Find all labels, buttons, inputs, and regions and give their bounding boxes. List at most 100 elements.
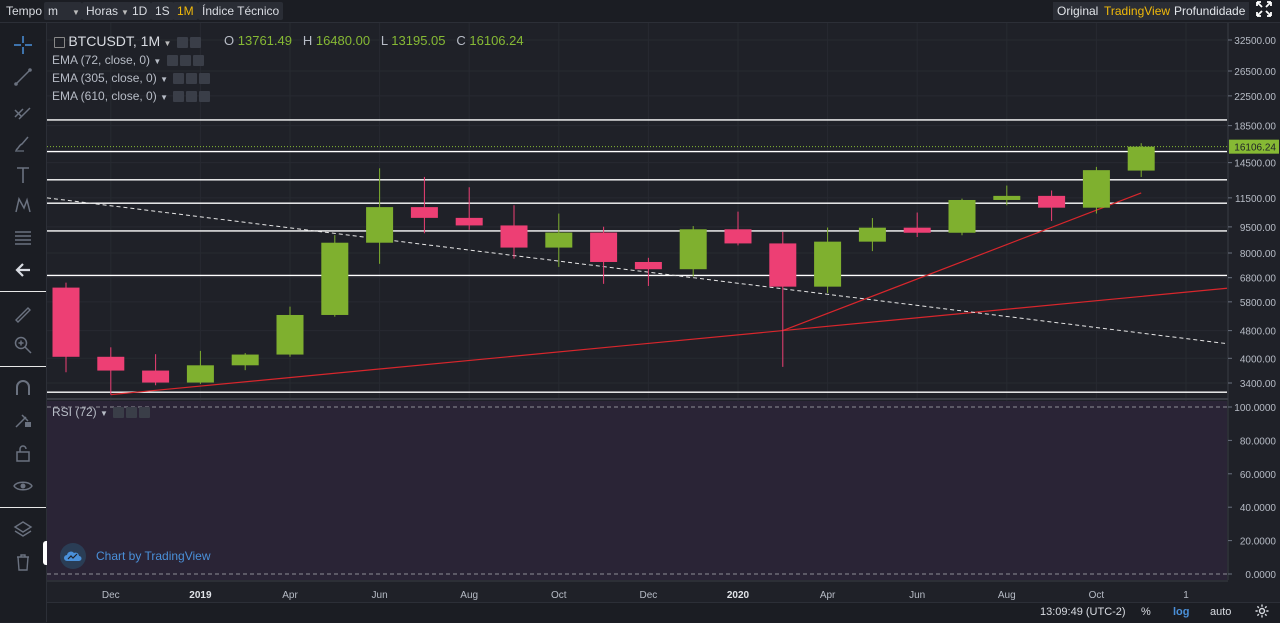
candle-body xyxy=(97,356,125,371)
gear-icon[interactable] xyxy=(1255,604,1269,621)
time-tick-label: Apr xyxy=(282,590,298,601)
rsi-tick-label: 20.0000 xyxy=(1240,537,1277,548)
view-tradingview-button[interactable]: TradingView xyxy=(1100,2,1175,20)
interval-value: m xyxy=(48,4,58,18)
trash-icon[interactable] xyxy=(11,550,35,574)
candle-body xyxy=(231,354,259,366)
tempo-label: Tempo xyxy=(6,4,43,18)
timeframe-1s-button[interactable]: 1S xyxy=(151,2,174,20)
timeframe-1m-button[interactable]: 1M xyxy=(173,2,198,20)
zoom-icon[interactable] xyxy=(11,333,35,357)
candle xyxy=(321,235,349,317)
hours-dropdown[interactable]: Horas ▼ xyxy=(82,2,133,20)
ruler-icon[interactable] xyxy=(11,303,35,327)
chevron-down-icon[interactable]: ▼ xyxy=(163,39,172,48)
close-label: C xyxy=(456,33,466,48)
candle xyxy=(276,306,304,357)
rsi-legend[interactable]: RSI (72) ▼ xyxy=(52,405,151,419)
visibility-icon[interactable] xyxy=(173,91,185,103)
arrow-left-icon[interactable] xyxy=(11,258,35,282)
fib-icon[interactable] xyxy=(11,226,35,250)
candle xyxy=(231,353,259,371)
chevron-down-icon[interactable]: ▼ xyxy=(153,57,162,66)
ohlc-readout: O 13761.49 H 16480.00 L 13195.05 C 16106… xyxy=(224,33,524,48)
settings-icon[interactable] xyxy=(189,37,201,49)
log-scale-button[interactable]: log xyxy=(1173,606,1190,618)
candle-body xyxy=(1038,195,1066,208)
settings-icon[interactable] xyxy=(186,91,198,103)
magnet-icon[interactable] xyxy=(11,376,35,400)
price-tick-label: 14500.00 xyxy=(1234,159,1276,170)
price-tick-label: 5800.00 xyxy=(1240,298,1277,309)
candle xyxy=(455,187,483,230)
tradingview-watermark[interactable]: Chart by TradingView xyxy=(60,543,211,569)
candle xyxy=(545,213,573,267)
indicators-button[interactable]: Índice Técnico xyxy=(198,2,284,20)
settings-icon[interactable] xyxy=(179,55,191,67)
ema2-label: EMA (305, close, 0) xyxy=(52,71,157,85)
price-axis: 32500.00 26500.00 22500.00 18500.00 14500.00… xyxy=(1227,23,1280,581)
cloud-chart-icon xyxy=(60,543,86,569)
symbol-legend: BTCUSDT, 1M ▼ xyxy=(52,33,201,49)
close-icon[interactable] xyxy=(192,55,204,67)
ema-legend-2[interactable]: EMA (305, close, 0) ▼ xyxy=(52,71,211,85)
bottom-bar: 13:09:49 (UTC-2) % log auto xyxy=(47,602,1280,623)
time-tick-label: Jun xyxy=(372,590,388,601)
clock-readout: 13:09:49 (UTC-2) xyxy=(1040,606,1126,618)
chevron-down-icon[interactable]: ▼ xyxy=(160,75,168,84)
layers-icon[interactable] xyxy=(11,517,35,541)
chevron-down-icon[interactable]: ▼ xyxy=(100,409,108,418)
toolbar-collapse-handle[interactable] xyxy=(43,541,50,565)
rsi-tick-label: 0.0000 xyxy=(1245,570,1276,581)
ema-legend-1[interactable]: EMA (72, close, 0) ▼ xyxy=(52,53,204,67)
toolbar-divider xyxy=(0,507,46,508)
timeframe-1d-button[interactable]: 1D xyxy=(128,2,152,20)
chevron-down-icon[interactable]: ▼ xyxy=(160,93,168,102)
symbol-label[interactable]: BTCUSDT, 1M xyxy=(68,33,161,49)
unlock-icon[interactable] xyxy=(11,441,35,465)
percent-scale-button[interactable]: % xyxy=(1141,606,1151,618)
visibility-icon[interactable] xyxy=(173,73,185,85)
candle xyxy=(590,226,618,284)
auto-scale-button[interactable]: auto xyxy=(1210,606,1232,618)
interval-select[interactable]: m ▼ xyxy=(44,2,82,20)
ema-legend-3[interactable]: EMA (610, close, 0) ▼ xyxy=(52,89,211,103)
candle xyxy=(858,218,886,252)
brush-icon[interactable] xyxy=(11,131,35,155)
candle xyxy=(948,198,976,236)
candle-body xyxy=(455,217,483,226)
view-original-button[interactable]: Original xyxy=(1053,2,1103,20)
close-icon[interactable] xyxy=(199,91,211,103)
time-tick-label: Jun xyxy=(909,590,925,601)
visibility-icon[interactable] xyxy=(113,407,125,419)
low-value: 13195.05 xyxy=(391,33,446,48)
settings-icon[interactable] xyxy=(126,407,138,419)
lock-drawing-icon[interactable] xyxy=(11,408,35,432)
fullscreen-icon[interactable] xyxy=(1252,1,1276,19)
trendline-icon[interactable] xyxy=(11,65,35,89)
candle xyxy=(142,354,170,386)
view-depth-button[interactable]: Profundidade xyxy=(1170,2,1250,20)
candle-body xyxy=(52,287,80,357)
settings-icon[interactable] xyxy=(186,73,198,85)
time-tick-label: Dec xyxy=(102,590,120,601)
price-tick-label: 26500.00 xyxy=(1234,67,1276,78)
close-icon[interactable] xyxy=(139,407,151,419)
text-icon[interactable] xyxy=(11,163,35,187)
candle-body xyxy=(545,232,573,248)
price-tick-label: 3400.00 xyxy=(1240,379,1277,390)
high-label: H xyxy=(302,33,313,48)
candle-body xyxy=(142,370,170,383)
eye-icon[interactable] xyxy=(11,474,35,498)
visibility-icon[interactable] xyxy=(166,55,178,67)
candle-body xyxy=(366,207,394,243)
open-label: O xyxy=(224,33,235,48)
pitchfork-icon[interactable] xyxy=(11,99,35,123)
candle-body xyxy=(814,241,842,287)
pattern-icon[interactable] xyxy=(11,193,35,217)
trendline-long xyxy=(110,287,1228,396)
close-icon[interactable] xyxy=(199,73,211,85)
crosshair-icon[interactable] xyxy=(11,33,35,57)
collapse-icon[interactable] xyxy=(54,37,65,49)
visibility-icon[interactable] xyxy=(176,37,188,49)
